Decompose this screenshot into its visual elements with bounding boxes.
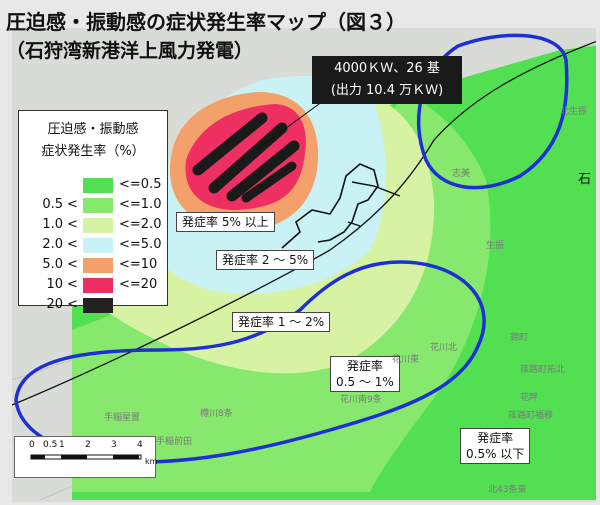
legend-color-swatch (83, 198, 113, 213)
place-name-banaguro: 花畔 (520, 393, 539, 403)
zone-label-0-5-below-line1: 発症率 (477, 431, 514, 445)
legend-lower-bound: 0.5 (42, 197, 63, 212)
place-name-shinoro-takuhoku: 篠路町拓北 (520, 365, 566, 375)
legend-lt-sign: < (67, 297, 78, 312)
scale-tick-3: 3 (111, 440, 117, 450)
legend-lt-sign: < (67, 257, 78, 272)
legend-title: 圧迫感・振動感 症状発生率（%） (19, 119, 167, 163)
zone-label-0-5-1-line1: 発症率 (346, 359, 383, 373)
place-name-teine-hoshioki: 手稲星置 (104, 413, 141, 423)
place-name-oyafuru: 生振 (486, 241, 505, 251)
legend-title-line1: 圧迫感・振動感 (47, 122, 139, 137)
legend-row: <=0.5 (19, 175, 167, 195)
legend-color-swatch (83, 298, 113, 313)
turbine-row-4 (241, 161, 297, 203)
place-name-hanakawa-higashi: 花川東 (392, 355, 420, 365)
scale-tick-1: 1 (59, 440, 65, 450)
turbine-info-callout: 4000ＫＷ、26 基 (出力 10.4 万ＫＷ) (312, 56, 462, 104)
callout-leader-line (255, 95, 331, 151)
annotation-loop-south (14, 260, 486, 464)
legend-title-line2: 症状発生率（%） (41, 144, 145, 159)
map-legend: 圧迫感・振動感 症状発生率（%） <=0.5 0.5 < <=1.0 1.0 < <=2.0… (18, 110, 168, 313)
legend-upper-bound: <=0.5 (119, 177, 162, 192)
place-name-shinoro-fukui: 篠路町福移 (508, 411, 554, 421)
legend-row: 10 < <=20 (19, 275, 167, 295)
coastline (12, 40, 596, 406)
turbine-row-3 (226, 140, 300, 202)
legend-lt-sign: < (67, 237, 78, 252)
legend-row: 2.0 < <=5.0 (19, 235, 167, 255)
turbine-array (192, 112, 300, 203)
zone-label-2-5-percent: 発症率 2 ～ 5% (216, 250, 315, 270)
place-name-hanakawa-kita: 花川北 (430, 343, 458, 353)
place-name-shibi: 志美 (452, 169, 471, 179)
scale-unit: km (145, 457, 158, 466)
scale-tick-0-5: 0.5 (43, 440, 58, 450)
legend-lt-sign: < (67, 197, 78, 212)
legend-upper-bound: <=20 (119, 277, 158, 292)
legend-upper-bound: <=10 (119, 257, 158, 272)
place-name-hanakawa-minami: 花川南9条 (340, 395, 382, 405)
map-title: 圧迫感・振動感の症状発生率マップ（図３） (6, 10, 406, 34)
zone-label-0-5-1-line2: 0.5 ～ 1% (336, 375, 394, 389)
legend-row: 1.0 < <=2.0 (19, 215, 167, 235)
scale-bar-graphic (30, 454, 142, 460)
scale-bar: 0 0.5 1 2 3 4 km (14, 436, 158, 478)
legend-color-swatch (83, 218, 113, 233)
place-name-ishikari: 石 (578, 172, 592, 187)
legend-color-swatch (83, 238, 113, 253)
place-name-teine-maeda: 手稲前田 (156, 437, 193, 447)
zone-label-1-2-percent: 発症率 1 ～ 2% (232, 312, 331, 332)
turbine-row-2 (208, 122, 288, 194)
annotation-loop-north (416, 33, 569, 190)
legend-color-swatch (83, 178, 113, 193)
legend-lower-bound: 5.0 (42, 257, 63, 272)
harbor-breakwater (347, 181, 401, 227)
legend-color-swatch (83, 278, 113, 293)
legend-upper-bound: <=2.0 (119, 217, 162, 232)
zone-label-0-5-below: 発症率 0.5% 以下 (460, 428, 531, 464)
legend-lower-bound: 10 (46, 277, 63, 292)
scale-tick-0: 0 (29, 440, 35, 450)
harbor-outline (281, 163, 379, 249)
legend-lower-bound: 20 (46, 297, 63, 312)
scale-tick-4: 4 (137, 440, 143, 450)
legend-row: 0.5 < <=1.0 (19, 195, 167, 215)
legend-row: 5.0 < <=10 (19, 255, 167, 275)
legend-upper-bound: <=1.0 (119, 197, 162, 212)
legend-row: 20 < (19, 295, 167, 315)
legend-lower-bound: 1.0 (42, 217, 63, 232)
scale-tick-2: 2 (85, 440, 91, 450)
legend-lt-sign: < (67, 217, 78, 232)
place-name-nishiki: 錦町 (510, 333, 529, 343)
zone-label-0-5-1-percent: 発症率 0.5 ～ 1% (330, 356, 400, 392)
place-name-kita-43jo: 北43条東 (488, 485, 527, 495)
legend-lower-bound: 2.0 (42, 237, 63, 252)
legend-lt-sign: < (67, 277, 78, 292)
legend-upper-bound: <=5.0 (119, 237, 162, 252)
place-name-tarukawa: 樽川8条 (200, 409, 233, 419)
callout-capacity: 4000ＫＷ、26 基 (334, 61, 440, 76)
zone-label-0-5-below-line2: 0.5% 以下 (466, 447, 525, 461)
legend-color-swatch (83, 258, 113, 273)
zone-label-5-percent: 発症率 5% 以上 (176, 212, 275, 232)
turbine-row-1 (192, 112, 268, 176)
place-name-kita-oyafuru: 北生振 (560, 107, 588, 117)
callout-output: (出力 10.4 万ＫＷ) (330, 83, 444, 98)
map-subtitle: （石狩湾新港洋上風力発電） (6, 40, 254, 62)
